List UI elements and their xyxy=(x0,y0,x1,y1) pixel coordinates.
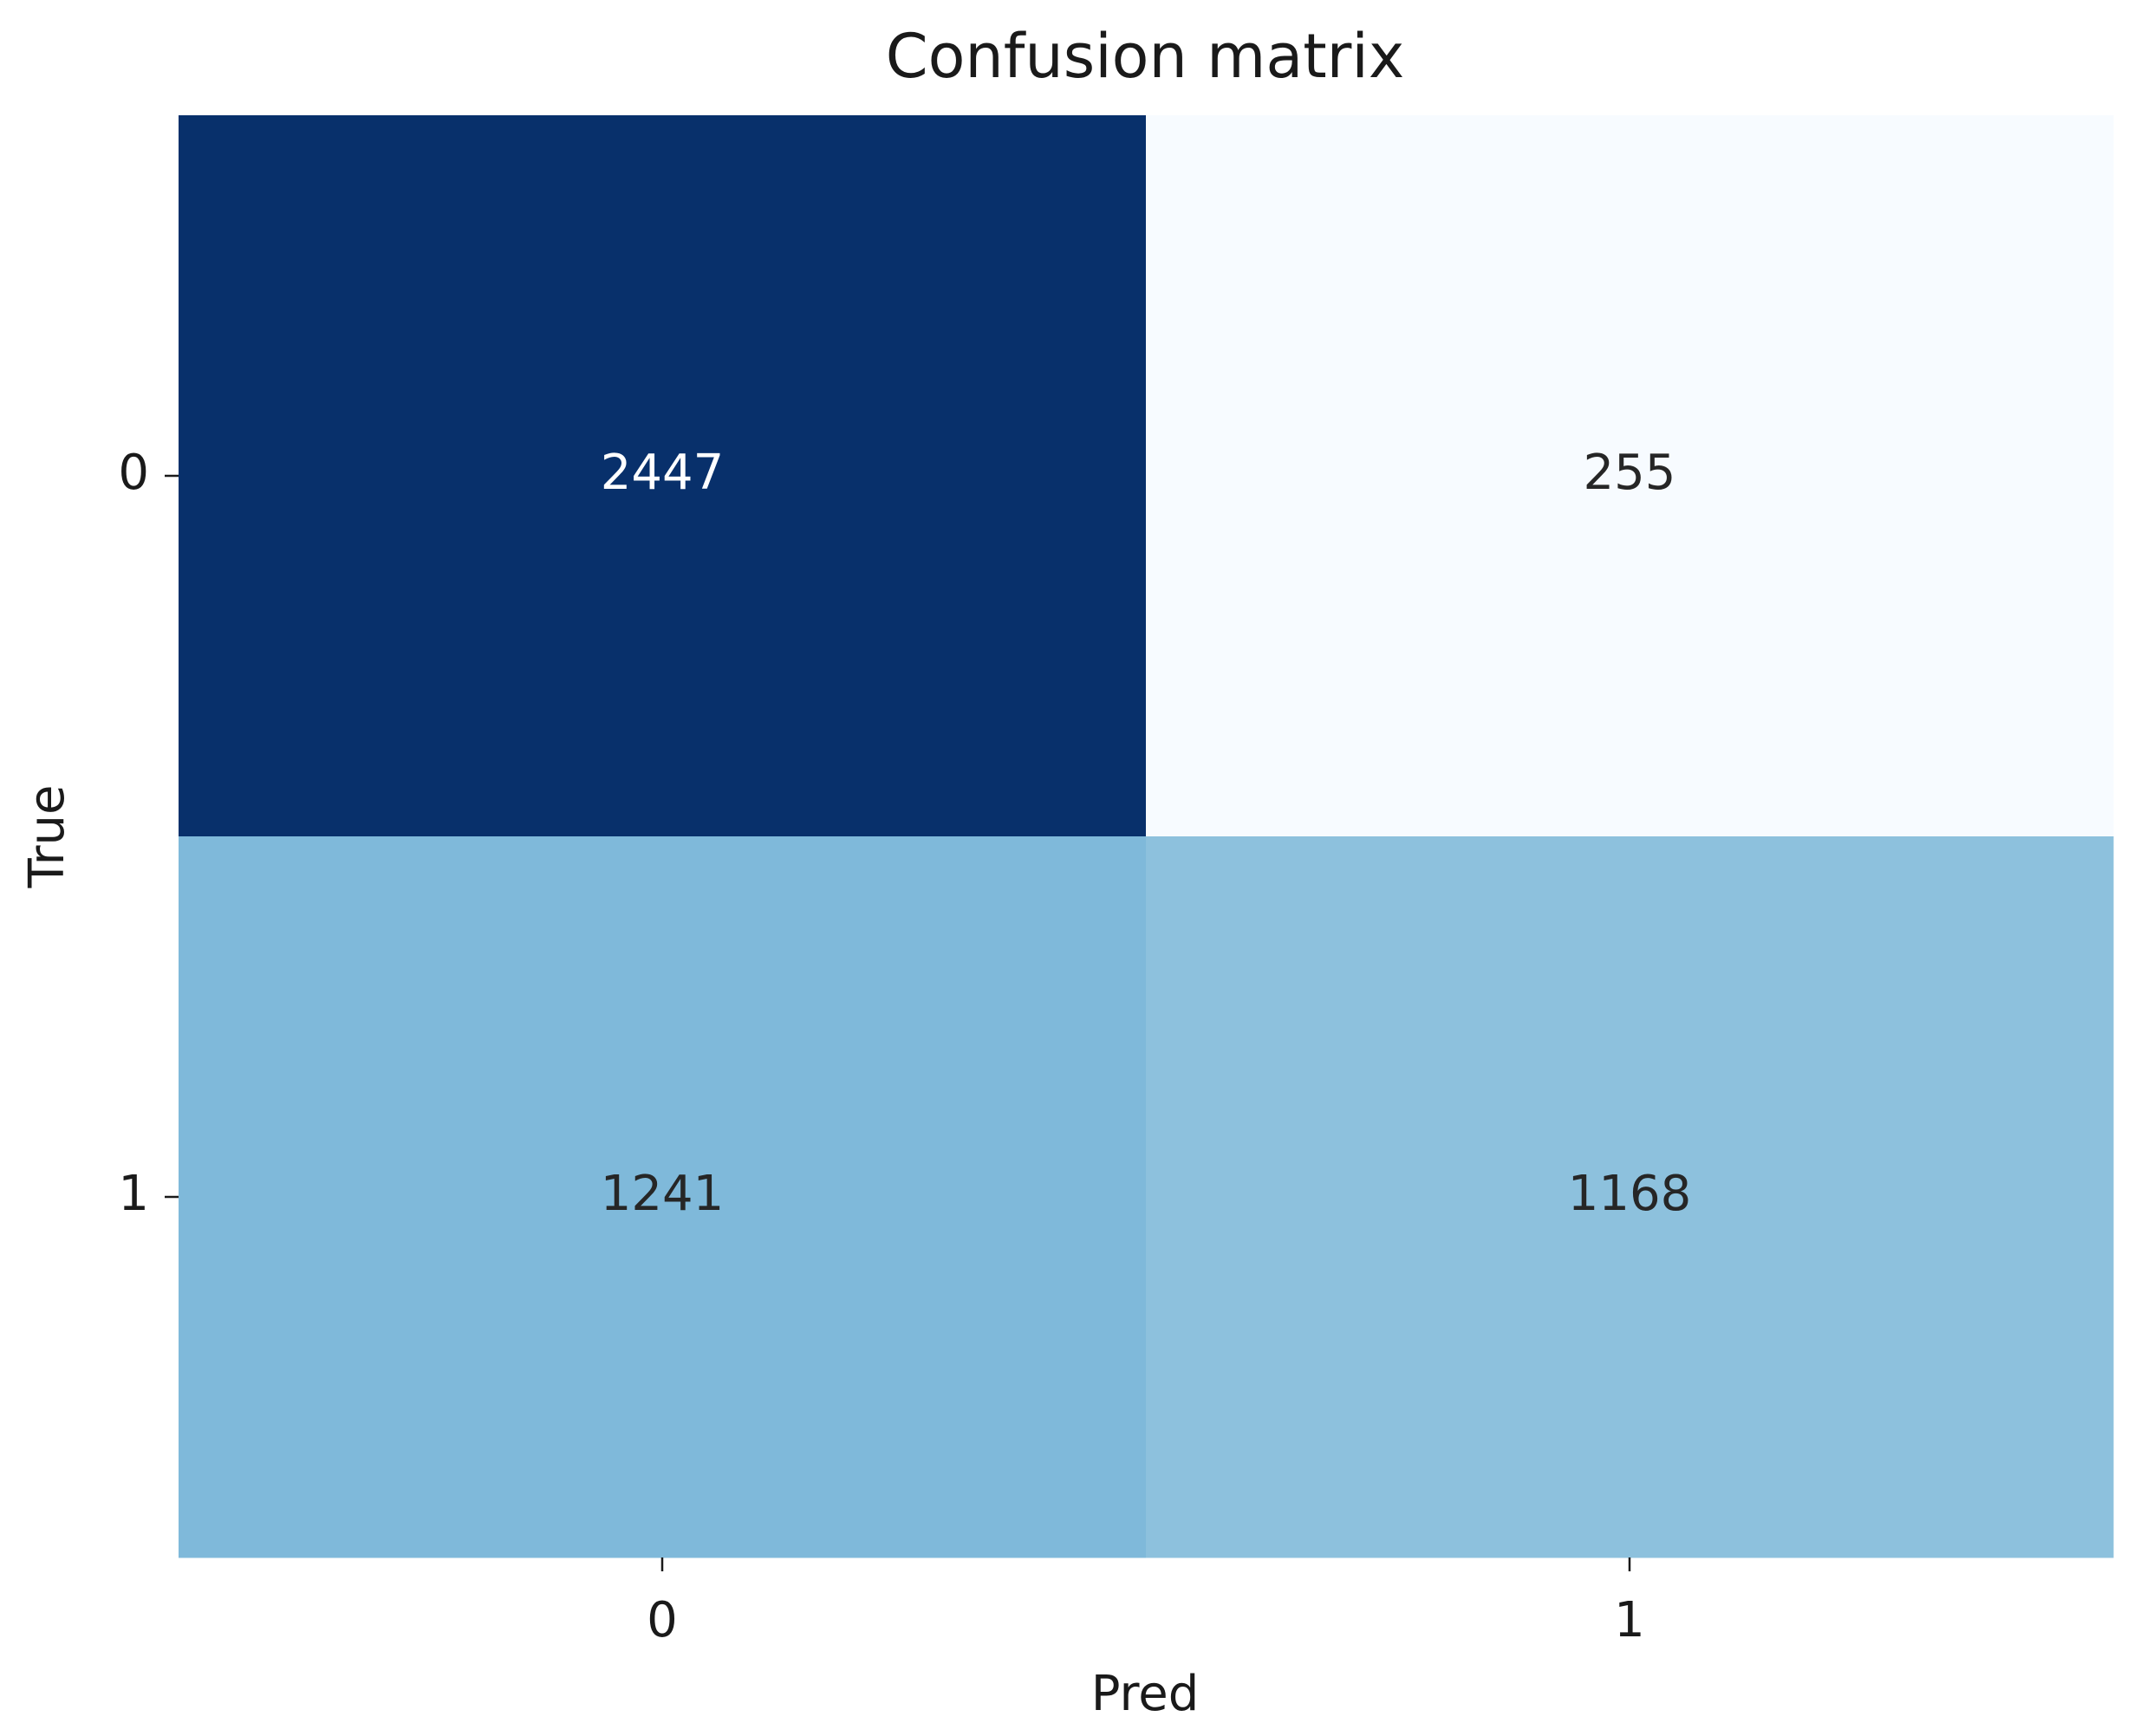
cell-label: 1241 xyxy=(601,1166,725,1222)
y-tick-label: 1 xyxy=(118,1166,149,1222)
y-axis-label: True xyxy=(19,785,75,889)
heatmap-cell xyxy=(179,115,1147,837)
heatmap-cell xyxy=(1146,836,2114,1558)
cell-label: 255 xyxy=(1584,445,1676,501)
cell-label: 2447 xyxy=(601,445,725,501)
chart-title: Confusion matrix xyxy=(886,21,1405,92)
heatmap-cell xyxy=(179,836,1147,1558)
x-axis-label: Pred xyxy=(1091,1666,1200,1722)
x-tick-label: 1 xyxy=(1614,1592,1645,1648)
heatmap-cell xyxy=(1146,115,2114,837)
y-tick-label: 0 xyxy=(118,445,149,501)
cell-label: 1168 xyxy=(1568,1166,1692,1222)
x-tick-label: 0 xyxy=(647,1592,678,1648)
